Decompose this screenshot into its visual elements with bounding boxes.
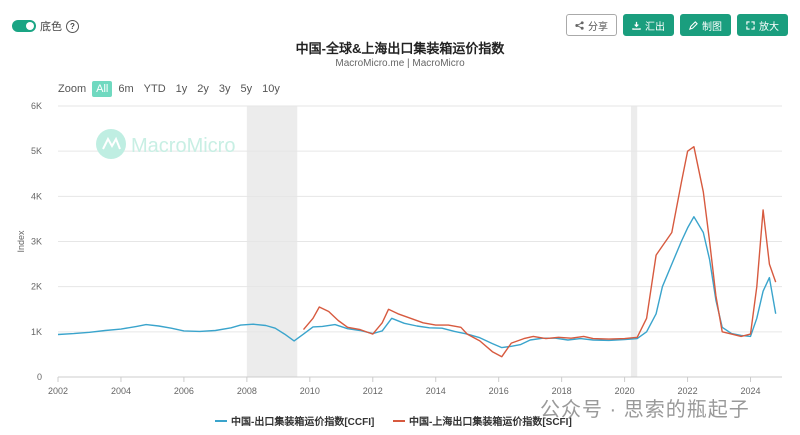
background-toggle[interactable]: 底色 ? <box>12 18 79 34</box>
x-tick-label: 2022 <box>678 386 698 396</box>
x-tick-label: 2004 <box>111 386 131 396</box>
y-tick-label: 0 <box>37 372 42 382</box>
toolbar: 分享 汇出 制图 放大 <box>566 14 788 36</box>
zoom-2y-button[interactable]: 2y <box>197 83 209 95</box>
x-tick-label: 2014 <box>426 386 446 396</box>
zoom-1y-button[interactable]: 1y <box>175 83 188 95</box>
share-button[interactable]: 分享 <box>566 14 617 36</box>
x-tick-label: 2016 <box>489 386 509 396</box>
toggle-switch[interactable] <box>12 20 36 32</box>
chart-title: 中国-全球&上海出口集装箱运价指数 <box>295 41 505 56</box>
y-tick-label: 1K <box>31 327 42 337</box>
legend-item[interactable]: 中国-出口集装箱运价指数[CCFI] <box>215 415 374 428</box>
expand-label: 放大 <box>759 21 779 33</box>
x-tick-label: 2010 <box>300 386 320 396</box>
x-tick-label: 2008 <box>237 386 257 396</box>
toggle-label: 底色 <box>40 21 62 33</box>
series-line-scfi <box>302 146 777 358</box>
pencil-icon <box>689 20 698 30</box>
help-icon[interactable]: ? <box>66 19 79 33</box>
y-tick-label: 4K <box>31 191 42 201</box>
zoom-10y-button[interactable]: 10y <box>262 83 280 95</box>
zoom-label: Zoom <box>58 83 87 95</box>
x-tick-label: 2024 <box>741 386 761 396</box>
zoom-bar: Zoom All 6m YTD 1y 2y 3y 5y 10y <box>54 81 284 97</box>
y-tick-label: 2K <box>31 282 42 292</box>
zoom-all-button[interactable]: All <box>92 81 113 97</box>
share-label: 分享 <box>588 21 608 33</box>
y-tick-label: 6K <box>31 101 42 111</box>
zoom-3y-button[interactable]: 3y <box>218 83 231 95</box>
x-tick-label: 2020 <box>615 386 635 396</box>
expand-button[interactable]: 放大 <box>737 14 788 36</box>
brand-logo-text: MacroMicro <box>131 135 235 157</box>
legend-label: 中国-上海出口集装箱运价指数[SCFI] <box>409 415 572 428</box>
download-icon <box>632 21 641 30</box>
draw-chart-label: 制图 <box>702 21 722 33</box>
draw-chart-button[interactable]: 制图 <box>680 14 731 36</box>
series-line-ccfi <box>57 216 777 349</box>
y-tick-label: 5K <box>31 146 42 156</box>
expand-icon <box>746 20 755 30</box>
legend-label: 中国-出口集装箱运价指数[CCFI] <box>231 415 374 428</box>
x-tick-label: 2012 <box>363 386 383 396</box>
chart-subtitle: MacroMicro.me | MacroMicro <box>335 58 465 69</box>
legend-item[interactable]: 中国-上海出口集装箱运价指数[SCFI] <box>393 415 572 428</box>
y-axis-label: Index <box>16 230 26 253</box>
x-tick-label: 2002 <box>48 386 68 396</box>
share-icon <box>575 20 584 30</box>
y-tick-label: 3K <box>31 237 42 247</box>
zoom-5y-button[interactable]: 5y <box>240 83 253 95</box>
x-tick-label: 2018 <box>552 386 572 396</box>
export-label: 汇出 <box>645 21 665 33</box>
x-tick-label: 2006 <box>174 386 194 396</box>
zoom-6m-button[interactable]: 6m <box>118 83 134 95</box>
export-button[interactable]: 汇出 <box>623 14 674 36</box>
watermark-text: 公众号 · 思索的瓶起子 <box>540 399 750 421</box>
zoom-ytd-button[interactable]: YTD <box>143 83 166 95</box>
brand-logo: MacroMicro <box>96 129 235 159</box>
